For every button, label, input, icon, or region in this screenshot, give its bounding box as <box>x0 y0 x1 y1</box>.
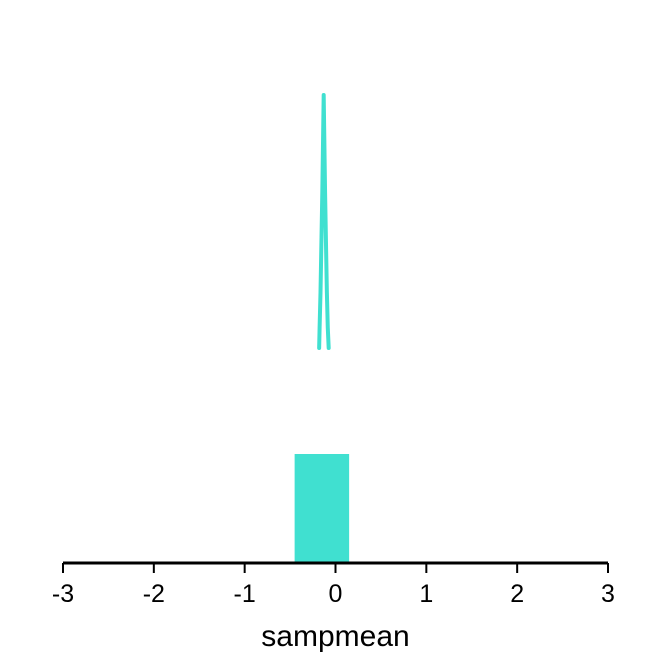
bars-layer <box>294 454 350 563</box>
x-tick-label: 2 <box>510 580 524 608</box>
x-axis-ticks: -3 -2 -1 0 1 2 3 <box>52 563 615 608</box>
x-tick-label: -3 <box>52 580 74 608</box>
x-axis-title: sampmean <box>261 620 409 653</box>
x-tick-label: -2 <box>143 580 165 608</box>
x-tick-label: -1 <box>234 580 256 608</box>
density-curve-line <box>317 93 331 350</box>
histogram-bar <box>294 454 350 563</box>
density-curve-layer <box>317 93 331 350</box>
x-tick-label: 0 <box>329 580 343 608</box>
x-tick-label: 3 <box>601 580 615 608</box>
x-tick-label: 1 <box>419 580 433 608</box>
